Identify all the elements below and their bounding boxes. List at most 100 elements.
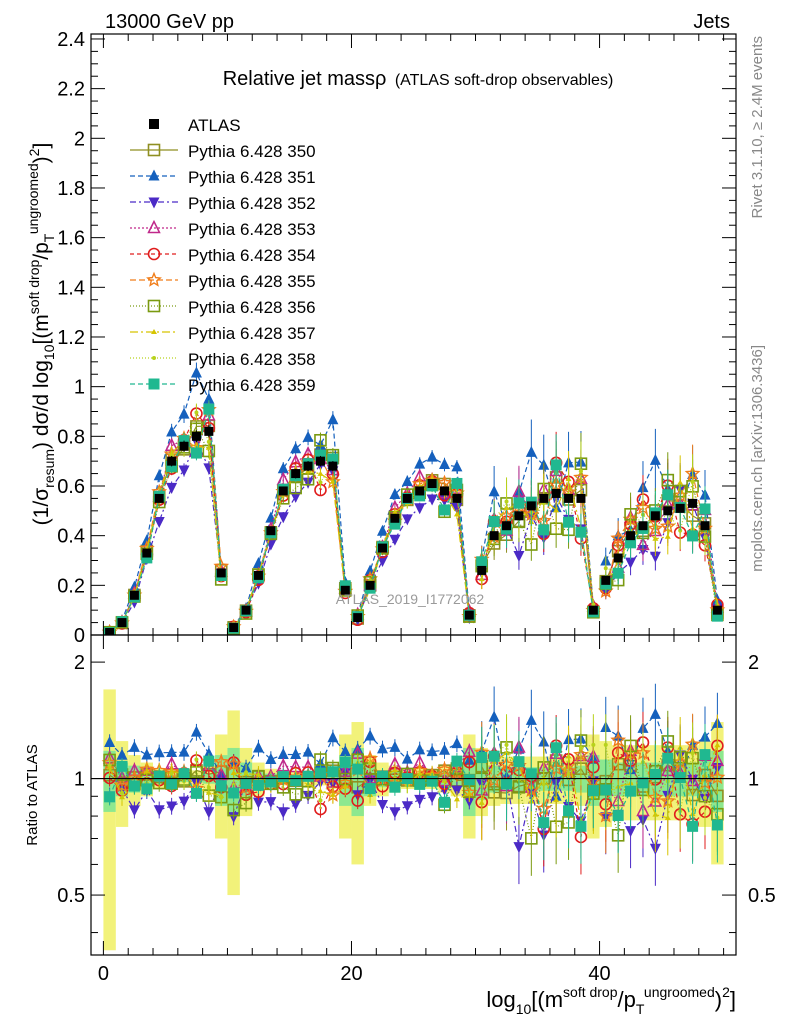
atlas-point-46	[675, 503, 685, 513]
series-9-ratio-point-44	[649, 769, 661, 781]
y-tick-label-11: 2.2	[57, 79, 85, 101]
atlas-point-44	[650, 511, 660, 521]
series-8-ratio-point-7	[194, 757, 199, 762]
series-9-ratio-point-37	[563, 805, 575, 817]
series-9-line-seg-0	[109, 408, 222, 634]
series-8-ratio-point-37	[566, 771, 571, 776]
series-8-point-8	[206, 439, 211, 444]
series-9-ratio-point-33	[513, 756, 525, 768]
mcplots-label: mcplots.cern.ch [arXiv:1306.3436]	[749, 345, 766, 572]
series-2-ratio-point-25	[414, 794, 426, 806]
series-1-point-14	[277, 462, 289, 474]
main-series-layer	[101, 362, 726, 635]
atlas-point-39	[588, 605, 598, 615]
series-5-ratio-point-41	[610, 732, 627, 748]
series-9-point-7	[190, 447, 202, 459]
series-6-line-seg-4	[605, 479, 718, 615]
series-8-ratio-seg-3	[481, 743, 594, 789]
series-2-ratio-point-12	[252, 797, 264, 809]
legend-marker-8	[152, 356, 156, 360]
series-2-point-23	[389, 534, 401, 546]
atlas-point-37	[564, 493, 574, 503]
atlas-point-41	[613, 553, 623, 563]
series-5-ratio-point-9	[213, 753, 230, 769]
legend-marker-1	[148, 169, 160, 181]
legend-label-5: Pythia 6.428 355	[188, 272, 316, 291]
series-6-ratio-seg-3	[481, 740, 594, 839]
y-tick-label-3: 0.6	[57, 476, 85, 498]
chart-title-group: Relative jet massρ (ATLAS soft-drop obse…	[223, 68, 614, 90]
legend-marker-0	[147, 143, 161, 157]
series-9-ratio-point-4	[153, 770, 165, 782]
series-2-ratio-point-24	[401, 801, 413, 813]
series-1-ratio-point-1	[116, 748, 128, 760]
atlas-point-19	[340, 585, 350, 595]
series-7-ratio-seg-1	[233, 772, 346, 796]
series-9-point-3	[141, 552, 153, 564]
series-9-ratio-point-48	[699, 749, 711, 761]
series-6-line-seg-1	[233, 439, 346, 630]
series-2-point-15	[290, 491, 302, 503]
header-energy: 13000 GeV pp	[105, 11, 234, 33]
atlas-point-7	[191, 431, 201, 441]
atlas-point-25	[415, 486, 425, 496]
series-2-ratio-seg-2	[357, 778, 470, 813]
series-4-ratio-seg-1	[233, 762, 346, 811]
series-2-point-28	[451, 502, 463, 514]
y-tick-label-9: 1.8	[57, 178, 85, 200]
series-7-ratio-seg-0	[109, 767, 222, 799]
series-8-line-seg-3	[481, 469, 594, 605]
series-4-ratio-seg-4	[605, 741, 718, 825]
series-8-ratio-point-0	[107, 763, 112, 768]
series-8-ratio-point-32	[504, 742, 509, 747]
series-7-ratio-point-23	[391, 767, 398, 773]
legend-label-7: Pythia 6.428 357	[188, 324, 316, 343]
ratio-y-axis-label: Ratio to ATLAS	[24, 744, 41, 845]
legend-marker-atlas	[149, 119, 159, 129]
series-7-point-36	[553, 507, 560, 513]
series-5-line-seg-3	[481, 476, 594, 611]
series-8-ratio-point-21	[368, 761, 373, 766]
series-1-ratio-point-4	[153, 746, 165, 758]
atlas-point-2	[129, 590, 139, 600]
series-1-line-seg-1	[233, 417, 346, 628]
series-1-point-7	[190, 366, 202, 378]
atlas-point-27	[440, 486, 450, 496]
series-1-point-22	[376, 524, 388, 536]
series-1-ratio-seg-2	[357, 735, 470, 761]
series-1-ratio-point-0	[104, 735, 116, 747]
series-2-ratio-point-26	[426, 792, 438, 804]
series-8-point-46	[678, 528, 683, 533]
series-9-ratio-point-21	[364, 783, 376, 795]
series-1-point-44	[649, 453, 661, 465]
atlas-point-23	[390, 513, 400, 523]
series-1-point-26	[426, 450, 438, 462]
series-1-ratio-point-27	[439, 743, 451, 755]
series-1-ratio-point-14	[277, 747, 289, 759]
series-8-point-38	[578, 469, 583, 474]
series-9-ratio-point-7	[190, 787, 202, 799]
series-2-point-44	[649, 551, 661, 563]
series-9-point-31	[488, 516, 500, 528]
atlas-point-20	[353, 613, 363, 623]
legend-marker-4	[147, 247, 161, 261]
series-7-point-17	[317, 470, 324, 476]
series-1-point-18	[327, 413, 339, 425]
series-9-ratio-point-39	[587, 785, 599, 797]
series-7-ratio-point-36	[553, 796, 560, 802]
series-1-point-34	[525, 445, 537, 457]
series-8-ratio-point-9	[219, 795, 224, 800]
series-8-line-seg-2	[357, 485, 470, 617]
series-1-ratio-point-25	[414, 743, 426, 755]
series-1-ratio-point-24	[401, 752, 413, 764]
atlas-point-13	[266, 526, 276, 536]
series-7-ratio-seg-3	[481, 752, 594, 823]
atlas-point-49	[712, 605, 722, 615]
series-8-ratio-point-17	[318, 798, 323, 803]
series-9-point-36	[550, 459, 562, 471]
legend-label-8: Pythia 6.428 358	[188, 350, 316, 369]
ry-tick-label-left-2: 2	[74, 652, 85, 674]
series-9-ratio-point-19	[339, 756, 351, 768]
series-1-ratio-point-12	[252, 741, 264, 753]
